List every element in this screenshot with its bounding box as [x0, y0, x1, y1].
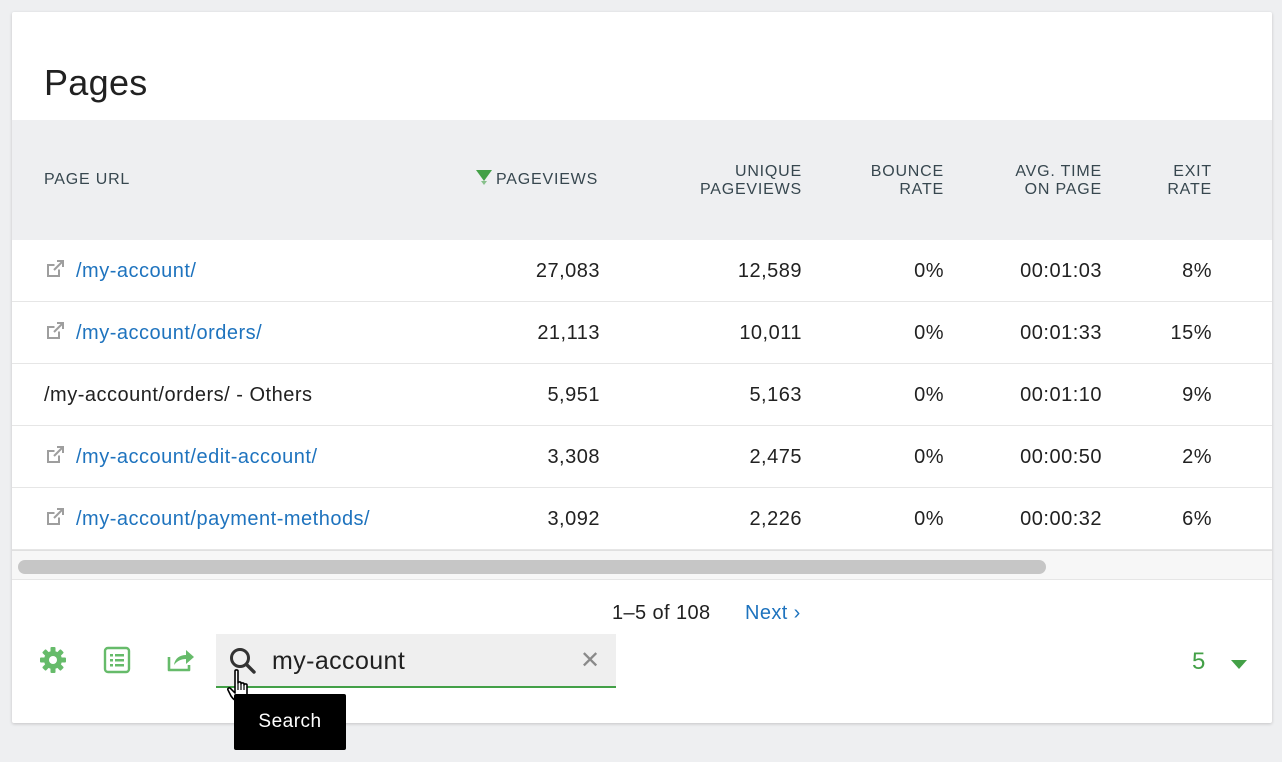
cell-pageviews: 5,951 [547, 384, 600, 406]
chevron-down-icon[interactable] [1231, 660, 1247, 669]
search-input[interactable] [272, 646, 572, 676]
column-unique-line1: UNIQUE [734, 163, 802, 180]
cell-unique: 2,475 [749, 446, 802, 468]
table-header: PAGE URL PAGEVIEWS UNIQUE PAGEVIEWS BOUN… [12, 120, 1272, 240]
page-url-link[interactable]: /my-account/edit-account/ [76, 446, 318, 468]
cell-avg-time: 00:00:50 [1020, 446, 1102, 468]
cell-bounce: 0% [914, 508, 944, 530]
search-tooltip: Search [234, 694, 346, 750]
page-url-link[interactable]: /my-account/orders/ [76, 322, 263, 344]
cell-page-url: /my-account/orders/ - Others [44, 364, 313, 426]
cell-bounce: 0% [914, 260, 944, 282]
search-icon[interactable] [228, 646, 258, 676]
cell-page-url: /my-account/payment-methods/ [44, 488, 370, 550]
external-link-icon[interactable] [44, 446, 76, 468]
close-icon[interactable]: ✕ [580, 647, 601, 674]
cell-exit: 9% [1182, 384, 1212, 406]
cell-pageviews: 3,308 [547, 446, 600, 468]
external-link-icon[interactable] [44, 322, 76, 344]
external-link-icon[interactable] [44, 260, 76, 282]
table-row[interactable]: /my-account/orders/ - Others 5,951 5,163 0%… [12, 364, 1272, 426]
search-box[interactable]: ✕ [216, 634, 616, 688]
column-unique-pageviews[interactable]: UNIQUE PAGEVIEWS [700, 163, 802, 199]
cell-pageviews: 3,092 [547, 508, 600, 530]
column-bounce-rate[interactable]: BOUNCE RATE [871, 163, 944, 199]
page-url-text[interactable]: /my-account/orders/ - Others [44, 384, 313, 406]
cell-bounce: 0% [914, 446, 944, 468]
limit-selector[interactable]: 5 [1192, 648, 1206, 675]
column-exit-rate[interactable]: EXIT RATE [1167, 163, 1212, 199]
cell-pageviews: 27,083 [535, 260, 600, 282]
column-unique-line2: PAGEVIEWS [699, 181, 802, 198]
column-avg-time[interactable]: AVG. TIME ON PAGE [1015, 163, 1102, 199]
cell-exit: 8% [1182, 260, 1212, 282]
cell-pageviews: 21,113 [537, 322, 600, 344]
scrollbar-thumb[interactable] [18, 560, 1046, 574]
column-avgtime-line1: AVG. TIME [1015, 163, 1102, 180]
cell-exit: 6% [1182, 508, 1212, 530]
cell-exit: 15% [1170, 322, 1212, 344]
horizontal-scrollbar[interactable] [12, 550, 1272, 580]
cell-page-url: /my-account/ [44, 240, 196, 302]
cell-unique: 2,226 [749, 508, 802, 530]
column-page-url[interactable]: PAGE URL [44, 171, 131, 188]
export-icon[interactable] [165, 645, 195, 675]
column-pageviews[interactable]: PAGEVIEWS [496, 171, 599, 188]
external-link-icon[interactable] [44, 508, 76, 530]
cell-avg-time: 00:01:10 [1020, 384, 1102, 406]
pointer-hand-icon [227, 669, 248, 702]
cell-avg-time: 00:01:03 [1020, 260, 1102, 282]
column-avgtime-line2: ON PAGE [1024, 181, 1102, 198]
column-bounce-line1: BOUNCE [870, 163, 944, 180]
cell-exit: 2% [1182, 446, 1212, 468]
column-bounce-line2: RATE [899, 181, 944, 198]
cell-avg-time: 00:01:33 [1020, 322, 1102, 344]
next-page-link[interactable]: Next › [745, 602, 801, 624]
sort-desc-icon[interactable] [474, 168, 494, 186]
page-url-link[interactable]: /my-account/ [76, 260, 197, 282]
cell-avg-time: 00:00:32 [1020, 508, 1102, 530]
cell-page-url: /my-account/orders/ [44, 302, 262, 364]
table-list-icon[interactable] [102, 645, 132, 675]
cell-bounce: 0% [914, 384, 944, 406]
cell-unique: 5,163 [749, 384, 802, 406]
table-row[interactable]: /my-account/edit-account/3,308 2,475 0% 00:… [12, 426, 1272, 488]
cell-unique: 10,011 [739, 322, 802, 344]
widget-title: Pages [44, 62, 148, 103]
cell-bounce: 0% [914, 322, 944, 344]
gear-icon[interactable] [38, 645, 68, 675]
column-exit-line2: RATE [1167, 181, 1212, 198]
pages-widget: Pages PAGE URL PAGEVIEWS UNIQUE PAGEVIEW… [12, 12, 1272, 723]
table-row[interactable]: /my-account/payment-methods/3,092 2,226 0%… [12, 488, 1272, 550]
column-exit-line1: EXIT [1173, 163, 1212, 180]
cell-unique: 12,589 [737, 260, 802, 282]
cell-page-url: /my-account/edit-account/ [44, 426, 318, 488]
page-url-link[interactable]: /my-account/payment-methods/ [76, 508, 371, 530]
pagination-range: 1–5 of 108 [612, 602, 711, 624]
table-row[interactable]: /my-account/orders/21,113 10,011 0% 00:01:3… [12, 302, 1272, 364]
table-row[interactable]: /my-account/27,083 12,589 0% 00:01:03 8% [12, 240, 1272, 302]
